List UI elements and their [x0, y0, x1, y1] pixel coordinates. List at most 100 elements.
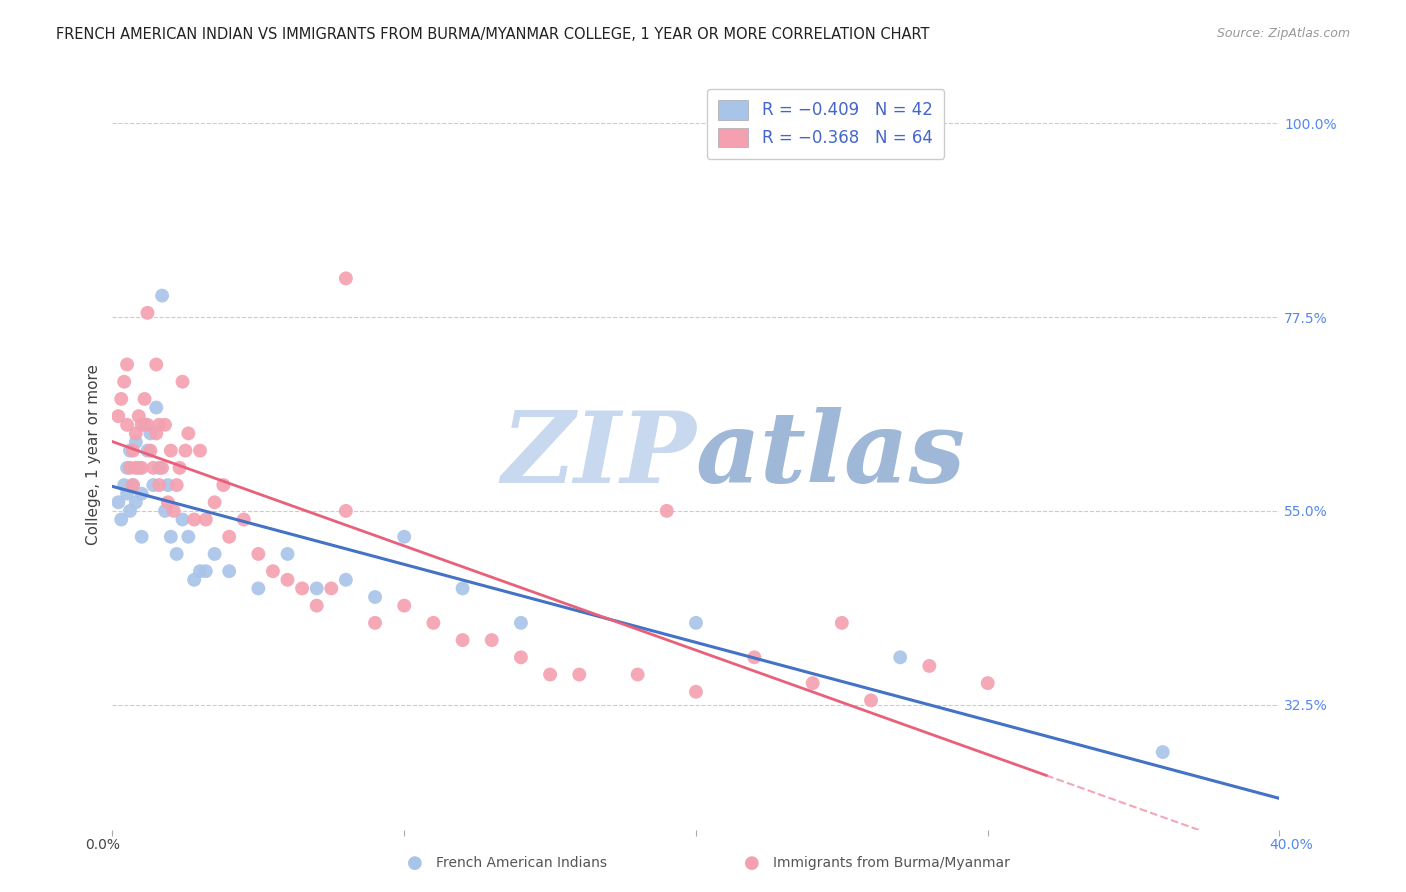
Point [321, 582, 343, 596]
Point [451, 633, 474, 648]
Point [115, 486, 138, 500]
Point [183, 573, 205, 587]
Point [122, 478, 145, 492]
Text: atlas: atlas [696, 407, 966, 503]
Point [305, 599, 328, 613]
Point [131, 530, 153, 544]
Text: Source: ZipAtlas.com: Source: ZipAtlas.com [1216, 27, 1350, 40]
Point [134, 417, 156, 432]
Point [122, 478, 145, 492]
Point [125, 426, 148, 441]
Point [136, 443, 159, 458]
Point [291, 582, 314, 596]
Point [218, 530, 240, 544]
Point [160, 530, 183, 544]
Point [204, 547, 226, 561]
Point [451, 582, 474, 596]
Point [145, 358, 167, 372]
Point [335, 271, 357, 285]
Point [177, 530, 200, 544]
Point [156, 478, 179, 492]
Point [142, 478, 165, 492]
Point [247, 582, 270, 596]
Point [153, 504, 176, 518]
Point [163, 504, 186, 518]
Point [509, 615, 531, 630]
Point [1152, 745, 1174, 759]
Point [115, 460, 138, 475]
Point [128, 460, 150, 475]
Point [394, 530, 416, 544]
Legend: R = −0.409   N = 42, R = −0.368   N = 64: R = −0.409 N = 42, R = −0.368 N = 64 [707, 88, 945, 159]
Point [889, 650, 911, 665]
Point [262, 564, 284, 578]
Point [918, 659, 941, 673]
Point [128, 409, 150, 424]
Point [118, 504, 141, 518]
Point [276, 573, 298, 587]
Point [860, 693, 883, 707]
Point [131, 417, 153, 432]
Text: ZIP: ZIP [501, 407, 696, 503]
Point [112, 375, 135, 389]
Point [118, 443, 141, 458]
Point [481, 633, 503, 648]
Point [831, 615, 853, 630]
Point [172, 375, 194, 389]
Point [212, 478, 235, 492]
Point [174, 443, 197, 458]
Point [148, 417, 170, 432]
Point [364, 615, 387, 630]
Point [148, 460, 170, 475]
Point [188, 443, 211, 458]
Point [150, 460, 173, 475]
Point [131, 486, 153, 500]
Point [335, 504, 357, 518]
Point [139, 426, 162, 441]
Point [107, 409, 129, 424]
Point [742, 650, 765, 665]
Point [125, 460, 148, 475]
Point [305, 582, 328, 596]
Point [115, 358, 138, 372]
Point [136, 306, 159, 320]
Point [538, 667, 561, 681]
Point [134, 392, 156, 406]
Point [335, 573, 357, 587]
Point [148, 478, 170, 492]
Point [394, 599, 416, 613]
Point [139, 443, 162, 458]
Point [125, 435, 148, 450]
Point [976, 676, 998, 690]
Point [156, 495, 179, 509]
Point [188, 564, 211, 578]
Point [131, 460, 153, 475]
Point [655, 504, 678, 518]
Point [177, 426, 200, 441]
Point [627, 667, 650, 681]
Point [232, 512, 254, 526]
Point [153, 417, 176, 432]
Point [107, 495, 129, 509]
Text: 0.0%: 0.0% [86, 838, 120, 852]
Text: FRENCH AMERICAN INDIAN VS IMMIGRANTS FROM BURMA/MYANMAR COLLEGE, 1 YEAR OR MORE : FRENCH AMERICAN INDIAN VS IMMIGRANTS FRO… [56, 27, 929, 42]
Point [204, 495, 226, 509]
Point [122, 443, 145, 458]
Point [112, 478, 135, 492]
Point [685, 685, 707, 699]
Point [136, 417, 159, 432]
Point [150, 288, 173, 302]
Text: ●: ● [744, 855, 761, 872]
Point [169, 460, 191, 475]
Point [276, 547, 298, 561]
Point [801, 676, 824, 690]
Point [160, 443, 183, 458]
Point [218, 564, 240, 578]
Point [125, 495, 148, 509]
Point [110, 392, 132, 406]
Point [145, 401, 167, 415]
Point [685, 615, 707, 630]
Point [422, 615, 444, 630]
Point [364, 590, 387, 604]
Point [110, 512, 132, 526]
